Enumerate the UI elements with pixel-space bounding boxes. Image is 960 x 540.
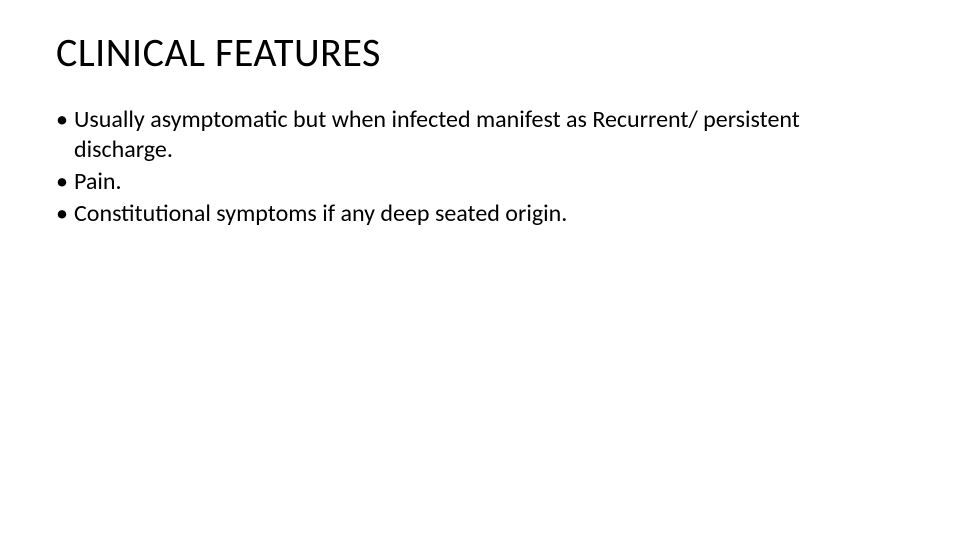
bullet-item: • Usually asymptomatic but when infected… <box>56 105 904 165</box>
bullet-text: Usually asymptomatic but when infected m… <box>74 105 904 165</box>
bullet-item: • Constitutional symptoms if any deep se… <box>56 199 904 229</box>
bullet-text: Pain. <box>74 167 904 197</box>
slide: CLINICAL FEATURES • Usually asymptomatic… <box>0 0 960 540</box>
bullet-text: Constitutional symptoms if any deep seat… <box>74 199 904 229</box>
bullet-marker-icon: • <box>56 167 74 197</box>
bullet-marker-icon: • <box>56 199 74 229</box>
bullet-marker-icon: • <box>56 105 74 135</box>
slide-body: • Usually asymptomatic but when infected… <box>56 105 904 229</box>
bullet-item: • Pain. <box>56 167 904 197</box>
slide-title: CLINICAL FEATURES <box>56 28 904 77</box>
